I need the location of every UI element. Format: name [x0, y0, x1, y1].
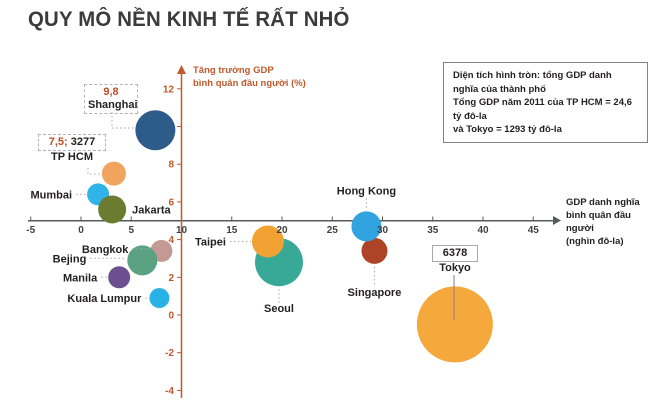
x-axis-title-line1: GDP danh nghĩa	[566, 197, 640, 208]
legend-gdp-tokyo: và Tokyo = 1293 tỷ đô-la	[453, 124, 562, 135]
shanghai-label: Shanghai	[88, 99, 138, 111]
y-tick-label: 2	[168, 273, 174, 284]
y-tick-label: 4	[168, 235, 174, 246]
x-axis-title-line3: (nghìn đô-la)	[566, 236, 624, 247]
x-axis-arrow-icon	[553, 216, 561, 225]
annotation-shanghai-box: 9,8 Shanghai	[84, 84, 138, 114]
city-label-seoul: Seoul	[264, 303, 294, 315]
legend-box: Diện tích hình tròn: tổng GDP danh nghĩa…	[443, 62, 648, 143]
annotation-tp-hcm: 7,5; 3277 TP HCM	[38, 134, 106, 164]
bubble-tokyo	[416, 286, 493, 363]
bubble-manila	[108, 266, 131, 289]
tp-hcm-label: TP HCM	[51, 151, 93, 163]
x-tick-label: 35	[427, 225, 439, 236]
city-label-manila: Manila	[63, 272, 98, 284]
x-tick-label: 40	[477, 225, 489, 236]
annotation-tokyo-box: 6378	[432, 245, 478, 262]
city-label-singapore: Singapore	[348, 287, 402, 299]
y-axis-title-line1: Tăng trưởng GDP	[193, 65, 274, 76]
y-tick-label: -2	[165, 348, 174, 359]
x-axis-title-line2: bình quân đầu người	[566, 210, 631, 234]
x-tick-label: 10	[176, 225, 188, 236]
chart-title: QUY MÔ NỀN KINH TẾ RẤT NHỎ	[28, 8, 350, 31]
annotation-tokyo: 6378 Tokyo	[432, 245, 478, 275]
city-label-mumbai: Mumbai	[31, 189, 73, 201]
bubble-jakarta	[98, 195, 127, 224]
shanghai-growth-value: 9,8	[103, 86, 119, 98]
x-tick-label: 25	[327, 225, 339, 236]
legend-note: Diện tích hình tròn: tổng GDP danh nghĩa…	[453, 70, 612, 95]
x-tick-label: 45	[528, 225, 540, 236]
city-label-kuala_lumpur: Kuala Lumpur	[67, 293, 142, 305]
y-axis-arrow-icon	[177, 65, 186, 74]
x-axis-title: GDP danh nghĩa bình quân đầu người (nghì…	[566, 196, 660, 248]
annotation-tp-hcm-box: 7,5; 3277	[38, 134, 106, 151]
tokyo-label: Tokyo	[439, 262, 471, 274]
y-tick-label: 0	[168, 311, 174, 322]
x-tick-label: 20	[276, 225, 288, 236]
city-label-jakarta: Jakarta	[132, 204, 171, 216]
city-label-bangkok: Bangkok	[82, 244, 129, 256]
legend-gdp-hcm: Tổng GDP năm 2011 của TP HCM = 24,6 tỷ đ…	[453, 97, 632, 122]
bubble-taipei	[251, 225, 284, 258]
bubble-shanghai	[135, 110, 176, 151]
y-tick-label: 8	[168, 160, 174, 171]
x-tick-label: 15	[226, 225, 238, 236]
x-tick-label: 0	[78, 225, 84, 236]
bubble-hong_kong	[351, 211, 382, 242]
bubble-tp_hcm	[101, 161, 126, 186]
y-axis-title-line2: bình quân đầu người (%)	[193, 78, 306, 89]
tp-hcm-growth-value: 7,5;	[48, 136, 68, 148]
annotation-shanghai: 9,8 Shanghai	[84, 84, 138, 114]
y-tick-label: -4	[165, 386, 174, 397]
x-tick-label: 5	[128, 225, 134, 236]
x-tick-label: 30	[377, 225, 389, 236]
bubble-kuala_lumpur	[149, 288, 170, 309]
x-tick-label: -5	[26, 225, 35, 236]
y-tick-label: 6	[168, 197, 174, 208]
leader-tp-hcm	[87, 168, 101, 175]
city-label-hong_kong: Hong Kong	[337, 185, 396, 197]
leader-shanghai	[111, 112, 134, 129]
tokyo-gdp-value: 6378	[442, 247, 468, 259]
tp-hcm-gdp-value: 3277	[70, 136, 96, 148]
y-tick-label: 12	[163, 84, 175, 95]
y-axis-title: Tăng trưởng GDP bình quân đầu người (%)	[193, 64, 306, 90]
bubble-bejing	[127, 245, 158, 276]
city-label-bejing: Bejing	[53, 253, 87, 265]
city-label-taipei: Taipei	[195, 236, 226, 248]
bubble-singapore	[361, 237, 388, 264]
